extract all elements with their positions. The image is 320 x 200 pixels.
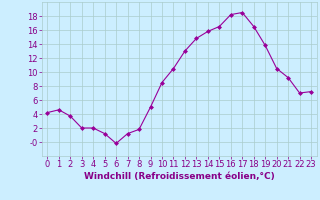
- X-axis label: Windchill (Refroidissement éolien,°C): Windchill (Refroidissement éolien,°C): [84, 172, 275, 181]
